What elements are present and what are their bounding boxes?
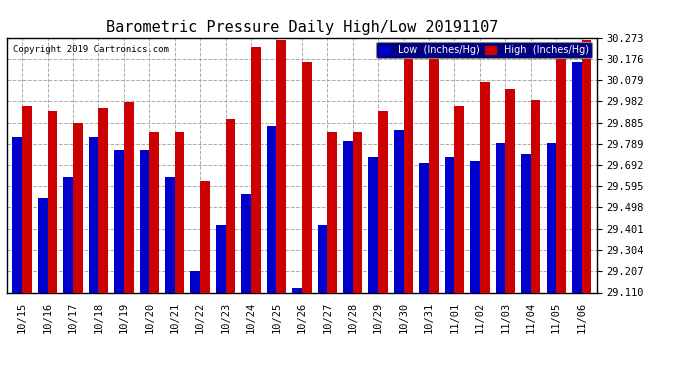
Bar bbox=[495, 143, 505, 292]
Bar bbox=[38, 198, 48, 292]
Bar bbox=[404, 47, 413, 292]
Bar bbox=[572, 62, 582, 292]
Bar bbox=[455, 106, 464, 292]
Bar bbox=[277, 40, 286, 292]
Bar bbox=[353, 132, 362, 292]
Bar bbox=[241, 194, 251, 292]
Bar bbox=[99, 108, 108, 292]
Bar bbox=[480, 82, 489, 292]
Bar bbox=[317, 225, 327, 292]
Bar bbox=[556, 49, 566, 292]
Bar bbox=[89, 137, 99, 292]
Bar bbox=[251, 47, 261, 292]
Bar bbox=[226, 119, 235, 292]
Bar bbox=[429, 47, 439, 292]
Bar bbox=[200, 181, 210, 292]
Bar bbox=[63, 177, 73, 292]
Bar bbox=[124, 102, 134, 292]
Bar bbox=[445, 156, 455, 292]
Bar bbox=[139, 150, 149, 292]
Bar bbox=[149, 132, 159, 292]
Bar bbox=[267, 126, 277, 292]
Bar bbox=[292, 288, 302, 292]
Bar bbox=[521, 154, 531, 292]
Bar bbox=[12, 137, 22, 292]
Bar bbox=[216, 225, 226, 292]
Bar bbox=[22, 106, 32, 292]
Bar bbox=[378, 111, 388, 292]
Bar bbox=[302, 62, 312, 292]
Title: Barometric Pressure Daily High/Low 20191107: Barometric Pressure Daily High/Low 20191… bbox=[106, 20, 498, 35]
Bar bbox=[546, 143, 556, 292]
Bar bbox=[582, 40, 591, 292]
Bar bbox=[327, 132, 337, 292]
Legend: Low  (Inches/Hg), High  (Inches/Hg): Low (Inches/Hg), High (Inches/Hg) bbox=[375, 42, 592, 58]
Bar bbox=[394, 130, 404, 292]
Bar bbox=[115, 150, 124, 292]
Bar bbox=[73, 123, 83, 292]
Text: Copyright 2019 Cartronics.com: Copyright 2019 Cartronics.com bbox=[13, 45, 168, 54]
Bar bbox=[368, 156, 378, 292]
Bar bbox=[48, 111, 57, 292]
Bar bbox=[470, 161, 480, 292]
Bar bbox=[175, 132, 184, 292]
Bar bbox=[531, 99, 540, 292]
Bar bbox=[343, 141, 353, 292]
Bar bbox=[165, 177, 175, 292]
Bar bbox=[505, 88, 515, 292]
Bar bbox=[420, 163, 429, 292]
Bar bbox=[190, 271, 200, 292]
